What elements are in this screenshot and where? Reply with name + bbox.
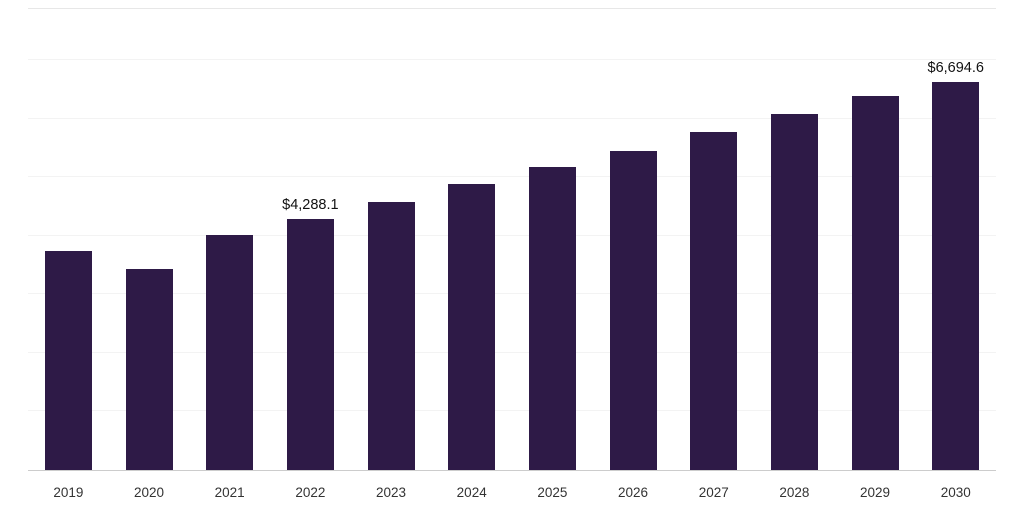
bar-column xyxy=(351,60,432,470)
x-axis-tick-label: 2030 xyxy=(940,485,971,500)
plot-area: $4,288.1 $6,694.6 xyxy=(28,59,996,471)
bar xyxy=(125,269,173,470)
bar xyxy=(528,166,576,470)
bar-column xyxy=(754,60,835,470)
bar-column: $6,694.6 xyxy=(915,60,996,470)
bar-column xyxy=(593,60,674,470)
bar-column xyxy=(835,60,916,470)
bar xyxy=(448,183,496,470)
bar xyxy=(932,82,980,470)
bar xyxy=(851,95,899,470)
x-axis: 2019 2020 2021 2022 2023 2024 2025 2026 2027 2028… xyxy=(28,471,996,500)
bar-column xyxy=(673,60,754,470)
bar xyxy=(44,250,92,470)
x-axis-tick-label: 2020 xyxy=(133,485,165,500)
x-axis-tick-label: 2028 xyxy=(779,485,810,500)
bar-column xyxy=(512,60,593,470)
gridline xyxy=(28,59,996,60)
x-axis-tick-label: 2027 xyxy=(698,485,729,500)
x-axis-tick-label: 2019 xyxy=(53,485,84,500)
x-axis-tick-label: 2024 xyxy=(456,485,487,500)
x-axis-tick-label: 2026 xyxy=(618,485,649,500)
bar-column: $4,288.1 xyxy=(270,60,351,470)
gridline xyxy=(28,410,996,412)
gridline xyxy=(28,176,996,178)
x-axis-tick-label: 2025 xyxy=(537,485,568,500)
gridline xyxy=(28,293,996,295)
bar-data-label: $6,694.6 xyxy=(927,60,984,76)
top-border-line xyxy=(28,8,996,9)
bar-column xyxy=(431,60,512,470)
bar-column xyxy=(109,60,190,470)
x-axis-tick-label: 2023 xyxy=(376,485,407,500)
bar-series: $4,288.1 $6,694.6 xyxy=(28,60,996,470)
x-axis-tick-label: 2029 xyxy=(860,485,891,500)
bar-data-label: $4,288.1 xyxy=(282,196,339,213)
bar xyxy=(770,113,818,470)
x-axis-tick-label: 2022 xyxy=(295,485,326,500)
gridline xyxy=(28,351,996,353)
gridline xyxy=(28,117,996,119)
gridline xyxy=(28,234,996,236)
bar xyxy=(367,201,415,470)
bar-column xyxy=(28,60,109,470)
bar xyxy=(690,132,738,470)
bar xyxy=(609,150,657,470)
bar xyxy=(286,218,334,470)
bar-column xyxy=(189,60,270,470)
bar xyxy=(206,235,254,470)
x-axis-tick-label: 2021 xyxy=(214,485,245,500)
